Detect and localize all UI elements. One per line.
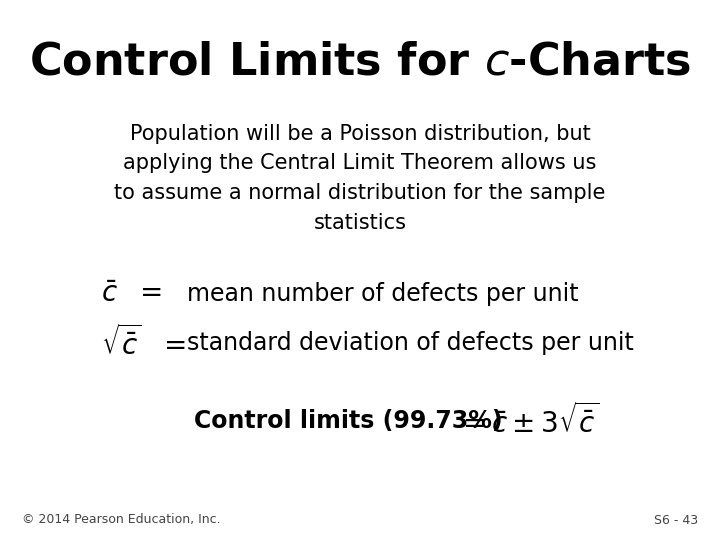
- Text: standard deviation of defects per unit: standard deviation of defects per unit: [187, 331, 634, 355]
- Text: $=\bar{c}\pm 3\sqrt{\bar{c}}$: $=\bar{c}\pm 3\sqrt{\bar{c}}$: [457, 403, 599, 439]
- Text: $\sqrt{\bar{c}}$  $=$: $\sqrt{\bar{c}}$ $=$: [101, 325, 185, 361]
- Text: © 2014 Pearson Education, Inc.: © 2014 Pearson Education, Inc.: [22, 514, 220, 526]
- Text: S6 - 43: S6 - 43: [654, 514, 698, 526]
- Text: Population will be a Poisson distribution, but
applying the Central Limit Theore: Population will be a Poisson distributio…: [114, 124, 606, 233]
- Text: mean number of defects per unit: mean number of defects per unit: [187, 282, 579, 306]
- Text: Control limits (99.73%): Control limits (99.73%): [194, 409, 503, 433]
- Text: Control Limits for $\it{c}$-Charts: Control Limits for $\it{c}$-Charts: [29, 40, 691, 84]
- Text: $\bar{c}$  $=$: $\bar{c}$ $=$: [101, 280, 161, 308]
